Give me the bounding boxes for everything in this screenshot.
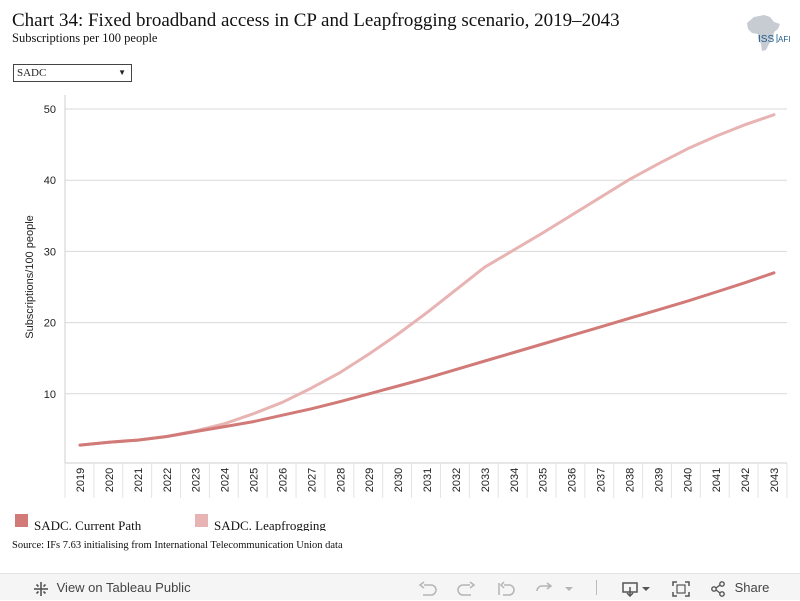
iss-africa-logo: ISS AFI <box>747 15 790 51</box>
x-tick-label: 2040 <box>682 468 694 492</box>
x-tick-label: 2019 <box>75 468 87 492</box>
toolbar-divider <box>596 580 597 595</box>
x-tick-label: 2027 <box>306 468 318 492</box>
x-tick-label: 2028 <box>335 468 347 492</box>
legend-item-leapfrogging[interactable]: SADC. Leapfrogging <box>195 513 326 531</box>
source-note: Source: IFs 7.63 initialising from Inter… <box>12 540 343 551</box>
refresh-icon <box>536 581 573 591</box>
y-tick-label: 40 <box>44 175 56 187</box>
undo-icon <box>418 580 437 596</box>
x-tick-label: 2025 <box>249 468 261 492</box>
x-tick-label: 2021 <box>133 468 145 492</box>
legend-swatch-current-path <box>15 514 28 527</box>
y-tick-label: 30 <box>44 246 56 258</box>
chart-subtitle: Subscriptions per 100 people <box>12 31 158 45</box>
x-tick-label: 2031 <box>422 468 434 492</box>
view-on-tableau-link[interactable]: View on Tableau Public <box>33 574 191 601</box>
download-icon <box>622 581 650 597</box>
redo-button[interactable] <box>456 574 476 601</box>
logo-text-iss: ISS <box>758 34 774 45</box>
revert-icon <box>498 581 515 596</box>
fullscreen-button[interactable] <box>672 574 690 601</box>
tableau-icon <box>34 581 48 596</box>
logo-text-afi: AFI <box>778 35 790 44</box>
x-tick-label: 2033 <box>480 468 492 492</box>
refresh-button[interactable] <box>534 574 574 601</box>
region-filter-dropdown[interactable]: SADC ▼ <box>13 64 132 82</box>
x-tick-label: 2020 <box>104 468 116 492</box>
x-tick-label: 2037 <box>596 468 608 492</box>
x-tick-label: 2039 <box>653 468 665 492</box>
x-tick-label: 2041 <box>711 468 723 492</box>
y-tick-label: 50 <box>44 104 56 116</box>
y-axis-label: Subscriptions/100 people <box>24 215 36 339</box>
chevron-down-icon: ▼ <box>118 68 126 77</box>
africa-map-icon <box>747 15 780 51</box>
x-tick-label: 2043 <box>769 468 781 492</box>
x-tick-label: 2026 <box>277 468 289 492</box>
redo-icon <box>457 580 476 596</box>
x-tick-label: 2032 <box>451 468 463 492</box>
legend-label-current-path: SADC. Current Path <box>34 518 142 531</box>
x-tick-label: 2036 <box>567 468 579 492</box>
legend-swatch-leapfrogging <box>195 514 208 527</box>
x-tick-label: 2024 <box>220 468 232 492</box>
x-tick-label: 2038 <box>624 468 636 492</box>
series-line-leapfrogging <box>78 113 776 447</box>
share-button[interactable]: Share <box>710 574 769 601</box>
x-tick-label: 2034 <box>509 468 521 492</box>
y-tick-label: 10 <box>44 389 56 401</box>
x-tick-label: 2030 <box>393 468 405 492</box>
share-label: Share <box>734 580 770 595</box>
undo-button[interactable] <box>418 574 438 601</box>
revert-button[interactable] <box>496 574 516 601</box>
legend-item-current-path[interactable]: SADC. Current Path <box>15 513 141 531</box>
legend-label-leapfrogging: SADC. Leapfrogging <box>214 518 326 531</box>
view-on-tableau-label: View on Tableau Public <box>56 580 191 595</box>
y-tick-label: 20 <box>44 318 56 330</box>
x-tick-label: 2023 <box>191 468 203 492</box>
series-line-current-path <box>78 271 776 447</box>
x-tick-label: 2035 <box>538 468 550 492</box>
region-filter-value: SADC <box>17 67 47 79</box>
x-tick-label: 2022 <box>162 468 174 492</box>
share-icon <box>711 580 725 597</box>
chart-title: Chart 34: Fixed broadband access in CP a… <box>12 10 620 31</box>
tableau-toolbar: View on Tableau Public Share <box>0 573 800 600</box>
download-button[interactable] <box>622 574 652 601</box>
x-tick-label: 2029 <box>364 468 376 492</box>
x-tick-label: 2042 <box>740 468 752 492</box>
fullscreen-icon <box>672 580 690 597</box>
